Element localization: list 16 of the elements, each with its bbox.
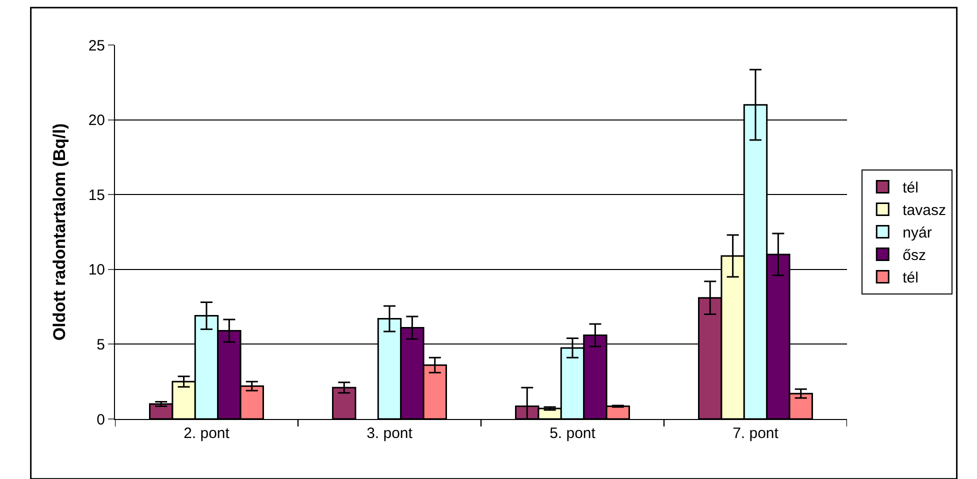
y-tick-label: 15 <box>88 186 105 204</box>
x-tick-label: 3. pont <box>366 425 414 442</box>
y-tick-label: 10 <box>88 262 105 279</box>
y-tick-label: 0 <box>96 411 105 428</box>
y-axis-title: Oldott radontartalom (Bq/l) <box>50 123 69 341</box>
y-tick-label: 5 <box>96 336 105 354</box>
legend-label: ősz <box>902 247 926 264</box>
legend-label: nyár <box>902 224 932 242</box>
y-tick-label: 20 <box>88 112 105 130</box>
y-tick-label: 25 <box>88 37 105 54</box>
legend-label: tél <box>902 180 918 197</box>
x-tick-label: 5. pont <box>550 425 596 442</box>
legend-label: tél <box>902 270 918 287</box>
x-tick-label: 7. pont <box>732 425 780 442</box>
legend-label: tavasz <box>902 202 946 220</box>
x-tick-label: 2. pont <box>184 425 230 442</box>
